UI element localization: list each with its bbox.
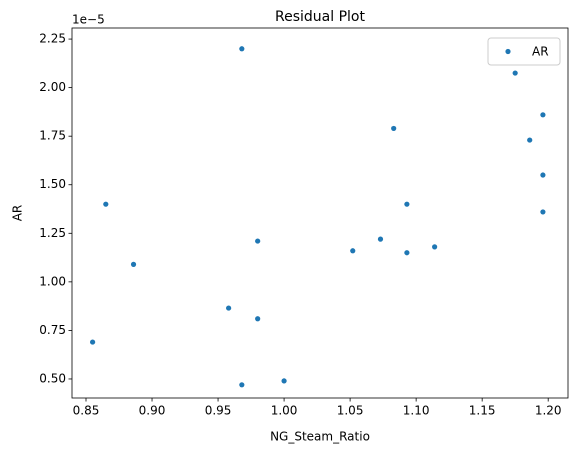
point: [540, 172, 546, 178]
point: [540, 209, 546, 215]
y-tick-label: 0.50: [39, 371, 66, 385]
point: [90, 339, 96, 345]
point: [432, 244, 438, 250]
x-tick-label: 1.20: [535, 404, 562, 418]
point: [130, 261, 137, 267]
point: [377, 236, 384, 242]
y-tick-label: 0.75: [39, 323, 66, 337]
point: [239, 46, 245, 52]
y-tick-label: 1.50: [39, 177, 66, 191]
point: [281, 378, 287, 384]
y-tick-label: 1.75: [39, 129, 66, 143]
point: [404, 250, 410, 256]
point: [540, 112, 546, 118]
y-tick-label: 2.00: [39, 80, 66, 94]
point: [226, 305, 232, 311]
plot-frame: [71, 27, 569, 399]
point: [391, 125, 397, 132]
point: [255, 316, 261, 322]
point: [350, 248, 356, 254]
point: [404, 201, 410, 207]
x-tick-label: 1.10: [403, 404, 430, 418]
point: [239, 382, 245, 388]
x-tick-label: 0.90: [139, 404, 166, 418]
y-tick-label: 1.00: [39, 274, 66, 288]
x-tick-label: 0.85: [73, 404, 100, 418]
point: [255, 238, 261, 244]
legend-label: AR: [532, 45, 549, 59]
x-tick-label: 1.05: [337, 404, 364, 418]
legend-marker: [505, 48, 511, 55]
x-tick-label: 1.15: [469, 404, 496, 418]
y-offset-text: 1e−5: [72, 13, 105, 27]
y-tick-label: 2.25: [39, 32, 66, 46]
x-tick-label: 1.00: [271, 404, 298, 418]
chart-title: Residual Plot: [275, 9, 365, 25]
y-axis-label: AR: [11, 205, 25, 222]
x-tick-label: 0.95: [205, 404, 232, 418]
point: [512, 70, 518, 76]
point: [103, 201, 109, 207]
legend-box: [487, 37, 561, 66]
point: [527, 137, 533, 143]
y-tick-label: 1.25: [39, 226, 66, 240]
x-axis-label: NG_Steam_Ratio: [270, 430, 370, 444]
